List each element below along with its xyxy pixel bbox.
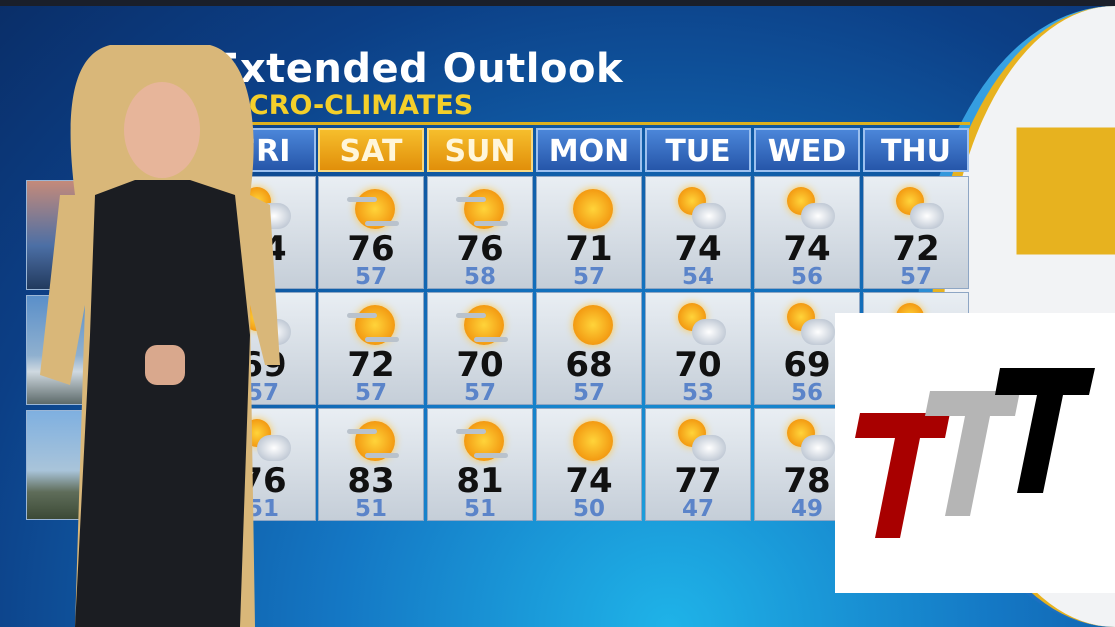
low-temp: 58 [463, 264, 496, 290]
top-bar [0, 0, 1115, 6]
partly-cloudy-icon [674, 185, 726, 233]
day-header-wed: WED [754, 128, 860, 172]
forecast-cell: 68 57 [536, 292, 642, 406]
forecast-cell: 74 54 [645, 176, 751, 290]
high-temp: 70 [674, 345, 722, 385]
high-temp: 78 [783, 461, 831, 501]
hazy-sun-icon [456, 417, 508, 465]
day-header-tue: TUE [645, 128, 751, 172]
forecast-cell: 74 50 [536, 408, 642, 522]
low-temp: 51 [354, 496, 387, 522]
high-temp: 76 [347, 229, 395, 269]
day-header-thu: THU [863, 128, 969, 172]
low-temp: 50 [572, 496, 605, 522]
low-temp: 57 [354, 380, 387, 406]
hazy-sun-icon [347, 417, 399, 465]
low-temp: 53 [681, 380, 714, 406]
divider [210, 122, 970, 125]
forecast-cell: 71 57 [536, 176, 642, 290]
partly-cloudy-icon [783, 185, 835, 233]
partly-cloudy-icon [783, 301, 835, 349]
low-temp: 57 [572, 380, 605, 406]
sunny-icon [565, 417, 617, 465]
low-temp: 49 [790, 496, 823, 522]
low-temp: 57 [354, 264, 387, 290]
high-temp: 70 [456, 345, 504, 385]
high-temp: 74 [565, 461, 613, 501]
high-temp: 72 [892, 229, 940, 269]
high-temp: 68 [565, 345, 613, 385]
high-temp: 71 [565, 229, 613, 269]
hazy-sun-icon [347, 185, 399, 233]
low-temp: 47 [681, 496, 714, 522]
sunny-icon [565, 301, 617, 349]
forecast-cell: 76 57 [318, 176, 424, 290]
high-temp: 72 [347, 345, 395, 385]
low-temp: 54 [681, 264, 714, 290]
high-temp: 76 [456, 229, 504, 269]
presenter [40, 45, 280, 627]
low-temp: 56 [790, 380, 823, 406]
forecast-cell: 83 51 [318, 408, 424, 522]
forecast-cell: 74 56 [754, 176, 860, 290]
forecast-cell: 72 57 [863, 176, 969, 290]
hazy-sun-icon [347, 301, 399, 349]
hazy-sun-icon [456, 185, 508, 233]
partly-cloudy-icon [674, 301, 726, 349]
partly-cloudy-icon [892, 185, 944, 233]
high-temp: 77 [674, 461, 722, 501]
high-temp: 81 [456, 461, 504, 501]
forecast-cell: 70 53 [645, 292, 751, 406]
high-temp: 74 [674, 229, 722, 269]
forecast-cell: 77 47 [645, 408, 751, 522]
low-temp: 57 [463, 380, 496, 406]
subtitle: MICRO-CLIMATES [212, 90, 474, 121]
high-temp: 83 [347, 461, 395, 501]
day-header-mon: MON [536, 128, 642, 172]
partly-cloudy-icon [239, 417, 291, 465]
page-title: Extended Outlook [212, 46, 624, 92]
channel-logo [835, 313, 1115, 593]
hazy-sun-icon [456, 301, 508, 349]
high-temp: 69 [783, 345, 831, 385]
forecast-cell: 69 56 [754, 292, 860, 406]
low-temp: 57 [572, 264, 605, 290]
forecast-cell: 81 51 [427, 408, 533, 522]
high-temp: 74 [783, 229, 831, 269]
partly-cloudy-icon [783, 417, 835, 465]
forecast-cell: 72 57 [318, 292, 424, 406]
low-temp: 57 [246, 380, 279, 406]
partly-cloudy-icon [674, 417, 726, 465]
ttt-logo-icon [855, 368, 1095, 538]
sunny-icon [565, 185, 617, 233]
low-temp: 51 [463, 496, 496, 522]
day-header-sat: SAT [318, 128, 424, 172]
low-temp: 57 [899, 264, 932, 290]
day-header-sun: SUN [427, 128, 533, 172]
forecast-cell: 76 58 [427, 176, 533, 290]
low-temp: 56 [790, 264, 823, 290]
forecast-cell: 70 57 [427, 292, 533, 406]
